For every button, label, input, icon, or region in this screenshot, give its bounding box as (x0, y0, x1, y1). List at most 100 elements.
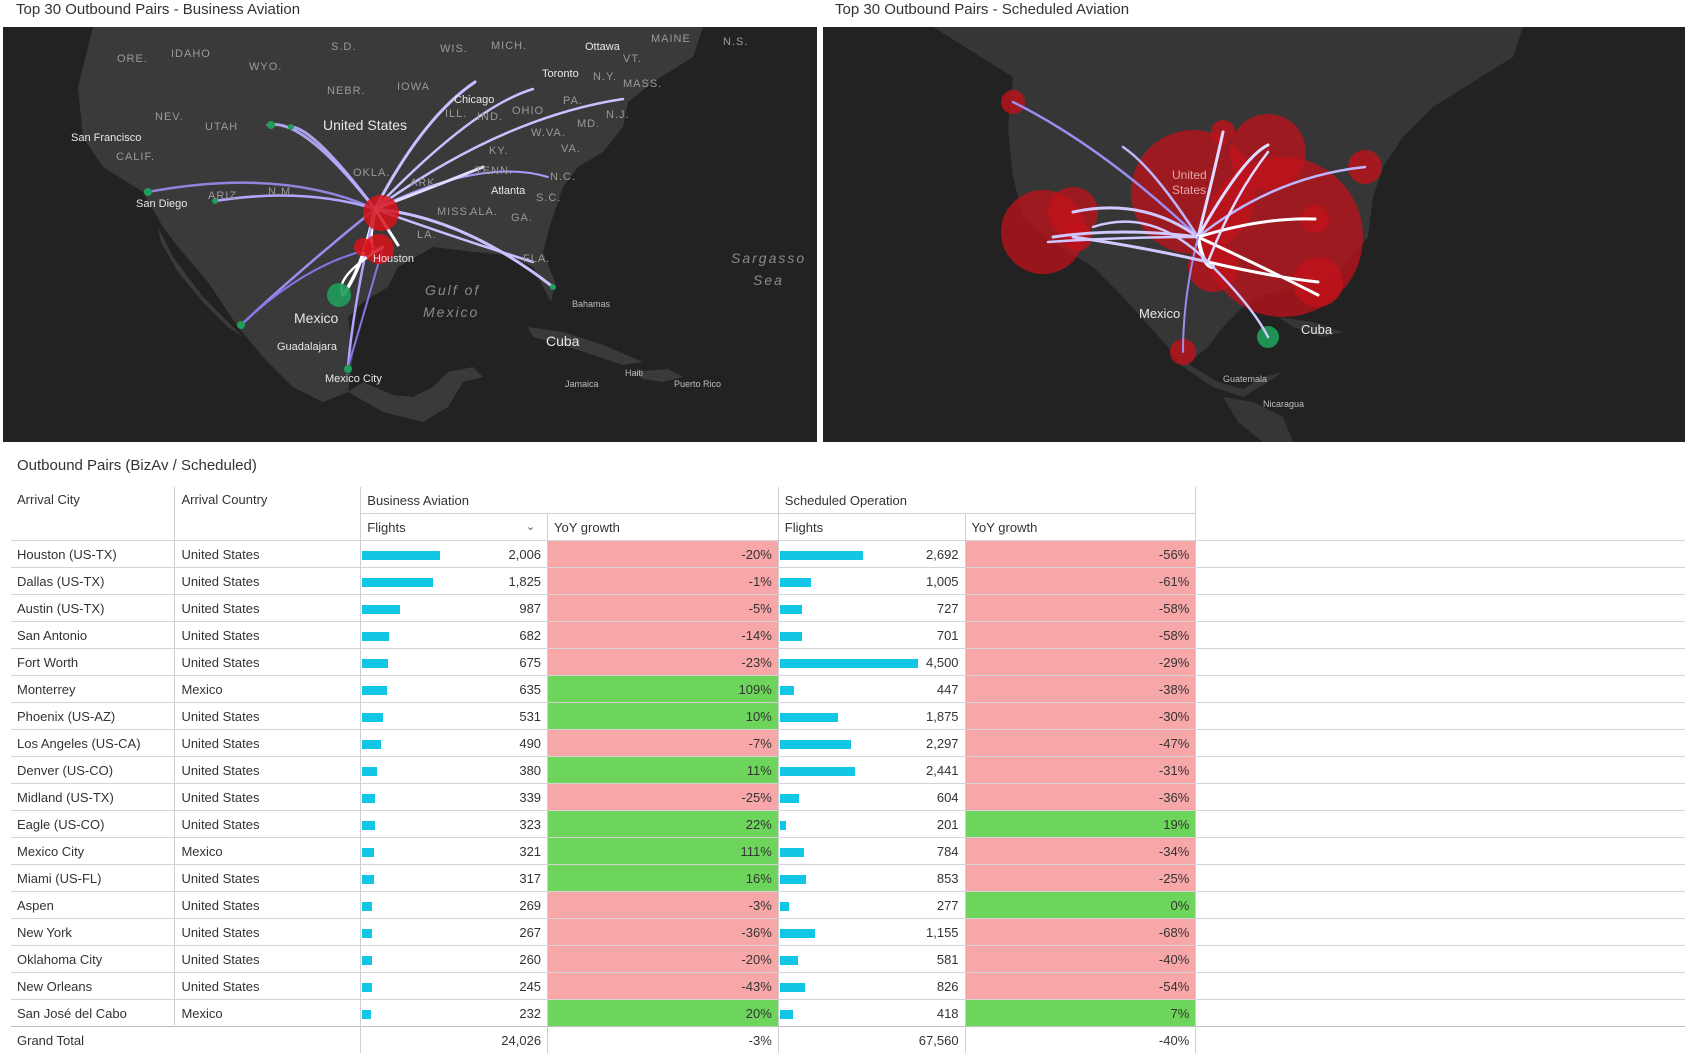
cell-biz-flights: 635 (361, 676, 548, 703)
cell-sch-flights: 604 (778, 784, 965, 811)
cell-arrival-city: Denver (US-CO) (11, 757, 175, 784)
cell-sch-yoy: -31% (965, 757, 1196, 784)
label-wis: WIS. (440, 43, 468, 55)
sort-chevron-icon[interactable]: ⌄ (526, 520, 535, 533)
biz-flights-label: Flights (367, 520, 405, 535)
right-map-title: Top 30 Outbound Pairs - Scheduled Aviati… (835, 1, 1129, 18)
biz-flights-value: 682 (367, 628, 541, 643)
col-header-sch-yoy[interactable]: YoY growth (965, 514, 1196, 541)
cell-biz-yoy: 20% (548, 1000, 779, 1027)
cell-arrival-country: Mexico (175, 1000, 361, 1027)
label-ore: ORE. (117, 53, 148, 65)
grand-total-biz-flights: 24,026 (361, 1027, 548, 1053)
cell-arrival-city: Midland (US-TX) (11, 784, 175, 811)
cell-arrival-city: San José del Cabo (11, 1000, 175, 1027)
label-united: United (1172, 168, 1207, 182)
cell-sch-flights: 581 (778, 946, 965, 973)
cell-arrival-city: Phoenix (US-AZ) (11, 703, 175, 730)
header-spacer (1196, 514, 1685, 541)
cell-arrival-city: Mexico City (11, 838, 175, 865)
row-spacer (1196, 649, 1685, 676)
business-aviation-map[interactable]: ORE. IDAHO WYO. S.D. WIS. MICH. MAINE VT… (3, 27, 817, 442)
biz-flights-value: 269 (367, 898, 541, 913)
bubble-austin (354, 238, 372, 256)
cell-arrival-city: San Antonio (11, 622, 175, 649)
cell-biz-flights: 232 (361, 1000, 548, 1027)
bubble-cabo (237, 321, 245, 329)
label-san-diego: San Diego (136, 198, 187, 210)
cell-arrival-country: United States (175, 595, 361, 622)
label-ill: ILL. (445, 108, 467, 120)
col-header-biz-flights[interactable]: Flights ⌄ (361, 514, 548, 541)
label-ky: KY. (489, 145, 508, 157)
cell-biz-yoy: -20% (548, 946, 779, 973)
col-header-biz-yoy[interactable]: YoY growth (548, 514, 779, 541)
sch-flights-value: 1,155 (785, 925, 959, 940)
cell-biz-flights: 260 (361, 946, 548, 973)
label-mexico: Mexico (1139, 306, 1180, 321)
label-toronto: Toronto (542, 68, 579, 80)
row-spacer (1196, 622, 1685, 649)
label-idaho: IDAHO (171, 48, 211, 60)
label-sea: Sea (753, 272, 784, 288)
cell-sch-yoy: -29% (965, 649, 1196, 676)
row-spacer (1196, 919, 1685, 946)
cell-sch-yoy: -40% (965, 946, 1196, 973)
cell-biz-yoy: 111% (548, 838, 779, 865)
row-spacer (1196, 703, 1685, 730)
label-cuba: Cuba (546, 333, 580, 349)
cell-biz-yoy: -43% (548, 973, 779, 1000)
cell-biz-flights: 531 (361, 703, 548, 730)
col-header-arrival-country[interactable]: Arrival Country (175, 487, 361, 541)
row-spacer (1196, 541, 1685, 568)
sch-flights-value: 784 (785, 844, 959, 859)
cell-biz-yoy: 22% (548, 811, 779, 838)
label-nicaragua: Nicaragua (1263, 399, 1304, 409)
cell-arrival-country: United States (175, 757, 361, 784)
cell-biz-flights: 1,825 (361, 568, 548, 595)
label-nc: N.C. (550, 171, 576, 183)
sch-flights-value: 2,441 (785, 763, 959, 778)
label-mich: MICH. (491, 40, 527, 52)
cell-arrival-city: Los Angeles (US-CA) (11, 730, 175, 757)
cell-sch-yoy: -58% (965, 622, 1196, 649)
cell-biz-flights: 2,006 (361, 541, 548, 568)
label-san-francisco: San Francisco (71, 132, 141, 144)
cell-biz-yoy: 16% (548, 865, 779, 892)
cell-sch-flights: 1,875 (778, 703, 965, 730)
label-mass: MASS. (623, 78, 662, 90)
col-header-arrival-city[interactable]: Arrival City (11, 487, 175, 541)
cell-sch-yoy: -30% (965, 703, 1196, 730)
cell-arrival-city: Aspen (11, 892, 175, 919)
col-header-sch-flights[interactable]: Flights (778, 514, 965, 541)
label-tenn: TENN. (475, 165, 513, 177)
sch-flights-value: 1,005 (785, 574, 959, 589)
scheduled-aviation-map[interactable]: United States Mexico Cuba Guatemala Nica… (823, 27, 1685, 442)
cell-biz-yoy: -7% (548, 730, 779, 757)
col-group-business-aviation: Business Aviation (361, 487, 779, 514)
label-ark: ARK. (410, 177, 440, 189)
table-title: Outbound Pairs (BizAv / Scheduled) (17, 457, 257, 474)
label-puerto-rico: Puerto Rico (674, 379, 721, 389)
label-mexico: Mexico (294, 310, 339, 326)
cell-arrival-city: New Orleans (11, 973, 175, 1000)
cell-arrival-city: New York (11, 919, 175, 946)
